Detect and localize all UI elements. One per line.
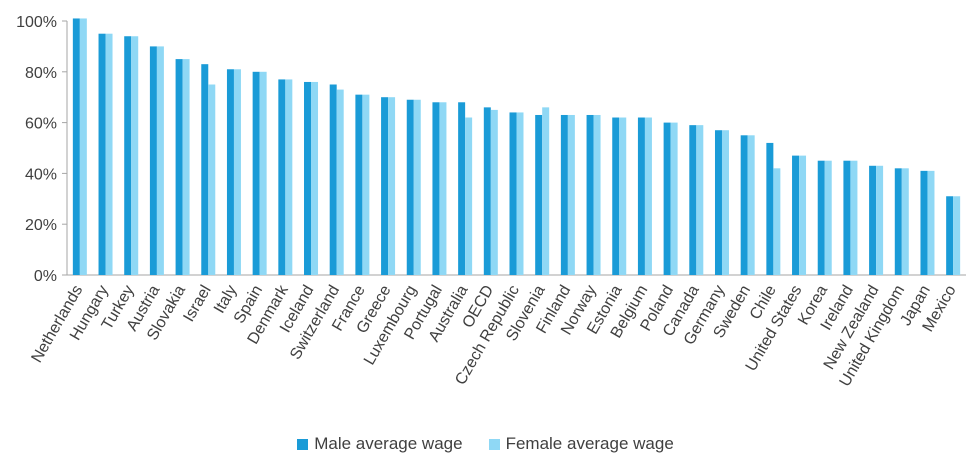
- bar-male: [278, 79, 286, 275]
- bar-male: [329, 84, 337, 275]
- bar-female: [413, 99, 421, 276]
- bar-female: [876, 165, 884, 275]
- bar-male: [458, 102, 466, 275]
- bar-female: [285, 79, 293, 275]
- bar-female: [901, 168, 909, 275]
- bar-female: [593, 114, 601, 275]
- bar-male: [381, 97, 389, 275]
- bar-male: [201, 64, 209, 276]
- bar-female: [850, 160, 858, 275]
- bar-male: [740, 135, 748, 275]
- bar-female: [542, 107, 550, 275]
- bar-female: [927, 170, 935, 275]
- y-tick-label: 80%: [25, 65, 57, 82]
- bar-female: [105, 33, 113, 276]
- bar-female: [824, 160, 832, 275]
- bar-female: [259, 71, 267, 275]
- bar-female: [439, 102, 447, 275]
- bar-female: [465, 117, 473, 276]
- bar-female: [619, 117, 627, 276]
- legend-label-female: Female average wage: [505, 434, 674, 453]
- bar-female: [670, 122, 678, 275]
- bar-female: [567, 114, 575, 275]
- bar-female: [233, 69, 241, 275]
- bar-male: [894, 168, 902, 275]
- bar-male: [766, 142, 774, 275]
- bar-male: [792, 155, 800, 275]
- bar-female: [131, 36, 139, 275]
- y-axis: 0% 20% 40% 60% 80% 100%: [16, 14, 966, 285]
- legend-swatch-male: [297, 438, 309, 450]
- bar-female: [388, 97, 396, 275]
- bar-male: [149, 46, 157, 276]
- y-tick-label: 40%: [25, 166, 57, 183]
- bar-male: [869, 165, 877, 275]
- bar-female: [336, 89, 344, 275]
- bar-female: [182, 59, 190, 275]
- bar-male: [843, 160, 851, 275]
- bar-female: [311, 81, 319, 276]
- legend-label-male: Male average wage: [314, 434, 463, 453]
- legend-swatch-female: [488, 438, 500, 450]
- bar-female: [156, 46, 164, 276]
- bars-group: [72, 18, 961, 276]
- legend: Male average wage Female average wage: [0, 434, 971, 454]
- bar-male: [432, 102, 440, 275]
- bar-female: [773, 168, 781, 275]
- bar-male: [637, 117, 645, 276]
- bar-female: [516, 112, 524, 275]
- y-tick-label: 60%: [25, 116, 57, 133]
- bar-female: [208, 84, 216, 275]
- bar-female: [644, 117, 652, 276]
- bar-male: [355, 94, 363, 275]
- bar-male: [817, 160, 825, 275]
- bar-male: [689, 125, 697, 275]
- bar-male: [304, 81, 312, 276]
- bar-male: [560, 114, 568, 275]
- bar-male: [714, 130, 722, 275]
- bar-male: [252, 71, 260, 275]
- bar-chart: 0% 20% 40% 60% 80% 100% NetherlandsHungaryTur…: [16, 14, 966, 390]
- legend-item-female: Female average wage: [488, 434, 674, 454]
- bar-male: [612, 117, 620, 276]
- bar-male: [72, 18, 80, 276]
- bar-male: [535, 114, 543, 275]
- bar-female: [696, 125, 704, 275]
- legend-item-male: Male average wage: [297, 434, 463, 454]
- bar-female: [79, 18, 87, 276]
- bar-female: [362, 94, 370, 275]
- bar-male: [509, 112, 517, 275]
- bar-male: [483, 107, 491, 275]
- y-tick-label: 100%: [16, 14, 57, 31]
- bar-female: [953, 196, 961, 275]
- bar-male: [406, 99, 414, 276]
- bar-male: [124, 36, 132, 275]
- bar-male: [98, 33, 106, 276]
- bar-male: [175, 59, 183, 275]
- y-tick-label: 20%: [25, 217, 57, 234]
- bar-male: [226, 69, 234, 275]
- bar-male: [946, 196, 954, 275]
- bar-male: [586, 114, 594, 275]
- x-category-label: Israel: [180, 283, 214, 325]
- bar-male: [920, 170, 928, 275]
- bar-female: [721, 130, 729, 275]
- bar-male: [663, 122, 671, 275]
- x-axis-labels: NetherlandsHungaryTurkeyAustriaSlovakiaI…: [28, 282, 959, 390]
- y-tick-label: 0%: [34, 268, 57, 285]
- bar-female: [799, 155, 807, 275]
- bar-female: [747, 135, 755, 275]
- bar-female: [490, 109, 498, 276]
